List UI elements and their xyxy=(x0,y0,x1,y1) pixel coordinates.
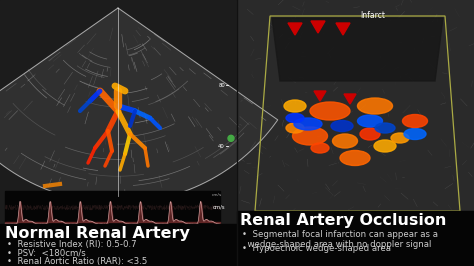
Text: •  Resistive Index (RI): 0.5-0.7: • Resistive Index (RI): 0.5-0.7 xyxy=(7,240,137,249)
Polygon shape xyxy=(272,18,443,81)
Ellipse shape xyxy=(286,123,304,133)
Text: Renal Artery Occlusion: Renal Artery Occlusion xyxy=(240,213,447,228)
Text: •  Renal Aortic Ratio (RAR): <3.5: • Renal Aortic Ratio (RAR): <3.5 xyxy=(7,257,147,266)
Ellipse shape xyxy=(286,114,304,123)
Polygon shape xyxy=(288,23,302,35)
Bar xyxy=(237,0,474,266)
Polygon shape xyxy=(336,23,350,35)
Text: cm/s: cm/s xyxy=(212,205,225,210)
Ellipse shape xyxy=(402,114,428,127)
Bar xyxy=(5,191,220,224)
Bar xyxy=(0,0,237,266)
Polygon shape xyxy=(311,21,325,33)
Bar xyxy=(0,224,237,266)
Ellipse shape xyxy=(310,102,350,120)
Polygon shape xyxy=(0,8,278,203)
Bar xyxy=(237,211,474,266)
Ellipse shape xyxy=(340,151,370,165)
Ellipse shape xyxy=(375,123,395,133)
Ellipse shape xyxy=(294,118,322,130)
Polygon shape xyxy=(344,94,356,104)
Polygon shape xyxy=(314,91,326,101)
Ellipse shape xyxy=(284,100,306,112)
Ellipse shape xyxy=(374,140,396,152)
Ellipse shape xyxy=(311,143,329,153)
Circle shape xyxy=(228,135,234,141)
Text: Infarct: Infarct xyxy=(360,11,385,20)
Text: cm/s: cm/s xyxy=(212,193,222,197)
Ellipse shape xyxy=(357,115,383,127)
Text: •  Segmental focal infarction can appear as a
  wedge-shaped area with no dopple: • Segmental focal infarction can appear … xyxy=(242,230,438,250)
Text: Normal Renal Artery: Normal Renal Artery xyxy=(5,226,190,241)
Text: 40: 40 xyxy=(218,144,225,149)
Ellipse shape xyxy=(332,134,357,148)
Ellipse shape xyxy=(331,120,353,131)
Text: •  Hypoechoic wedge-shaped area: • Hypoechoic wedge-shaped area xyxy=(242,244,391,253)
Text: 80: 80 xyxy=(218,83,225,88)
Ellipse shape xyxy=(360,128,380,140)
Ellipse shape xyxy=(357,98,392,114)
Ellipse shape xyxy=(292,127,328,145)
Ellipse shape xyxy=(391,133,409,143)
Text: •  PSV:  <180cm/s: • PSV: <180cm/s xyxy=(7,248,86,257)
Ellipse shape xyxy=(404,128,426,139)
